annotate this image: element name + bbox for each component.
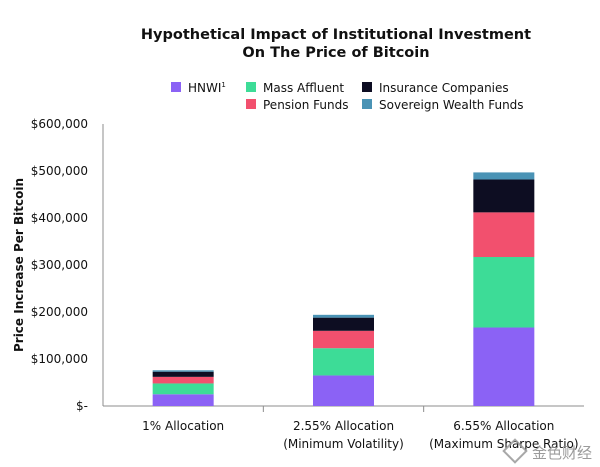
chart-title-line-2: On The Price of Bitcoin [242,45,429,61]
y-tick-label: $400,000 [31,211,88,225]
legend-label-hnwi: HNWI1 [188,81,226,95]
legend-label-sovereign-wealth-funds: Sovereign Wealth Funds [379,98,524,112]
watermark-logo-icon [502,438,528,464]
legend-swatch-pension-funds [246,99,256,109]
bar-segment-sovereign-wealth-funds [152,370,214,372]
legend-swatch-sovereign-wealth-funds [362,99,372,109]
chart-title-line-1: Hypothetical Impact of Institutional Inv… [141,27,531,43]
plot-area: $- $100,000 $200,000 $300,000 $400,000 $500,0… [31,117,584,451]
legend-swatch-hnwi [171,82,181,92]
watermark: 金色财经 [502,438,592,464]
x-tick-label: 6.55% Allocation [453,419,554,433]
y-tick-label: $- [76,399,88,413]
legend: HNWI1 Mass Affluent Pension Funds Insura… [171,81,524,112]
bar-segment-insurance-companies [152,371,214,377]
bar-segment-sovereign-wealth-funds [313,314,374,318]
watermark-text: 金色财经 [531,444,592,462]
legend-swatch-mass-affluent [246,82,256,92]
legend-label-mass-affluent: Mass Affluent [263,81,344,95]
bar-segment-pension-funds [152,376,214,384]
legend-swatch-insurance-companies [362,82,372,92]
y-axis-label: Price Increase Per Bitcoin [12,178,26,352]
y-tick-label: $600,000 [31,117,88,131]
bar-segment-mass-affluent [313,348,374,376]
x-tick-sublabel: (Maximum Sharpe Ratio) [429,437,578,451]
legend-label-pension-funds: Pension Funds [263,98,348,112]
bar-segment-insurance-companies [473,179,535,213]
y-tick-label: $500,000 [31,164,88,178]
y-tick-label: $200,000 [31,305,88,319]
bar-segment-mass-affluent [473,257,535,328]
legend-label-insurance-companies: Insurance Companies [379,81,509,95]
y-tick-label: $300,000 [31,258,88,272]
x-tick-label: 1% Allocation [142,419,224,433]
x-tick-label: 2.55% Allocation [293,419,394,433]
bar-segment-pension-funds [313,330,374,349]
legend-superscript: 1 [221,81,225,89]
bar-segment-hnwi [313,375,374,406]
x-tick-sublabel: (Minimum Volatility) [283,437,404,451]
bar-segment-hnwi [473,327,535,406]
bar-segment-sovereign-wealth-funds [473,172,535,180]
bar-segment-mass-affluent [152,383,214,395]
y-tick-label: $100,000 [31,352,88,366]
bar-segment-pension-funds [473,212,535,258]
bar-segment-hnwi [152,394,214,406]
bar-segment-insurance-companies [313,317,374,331]
